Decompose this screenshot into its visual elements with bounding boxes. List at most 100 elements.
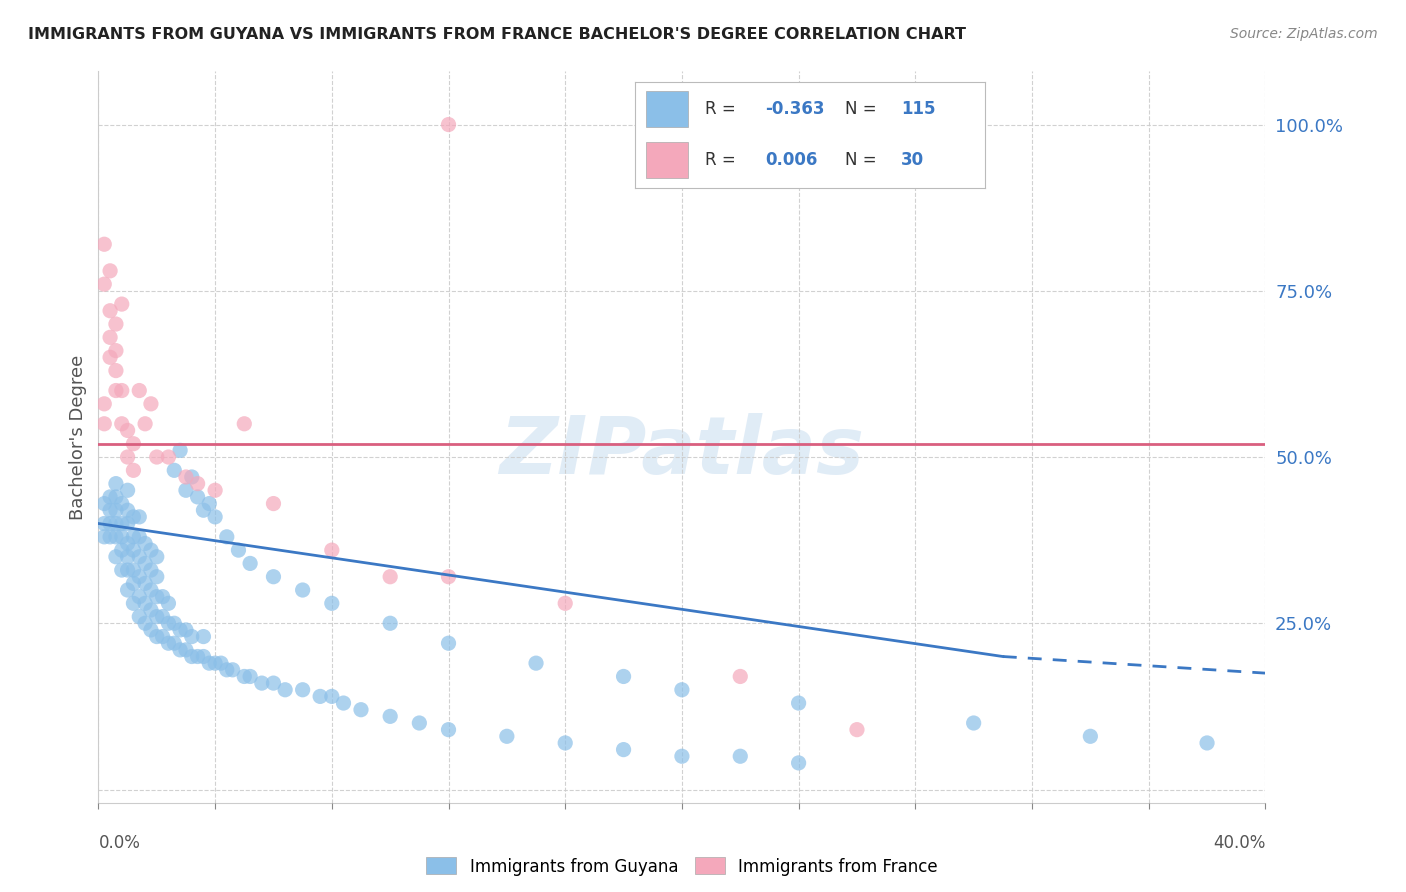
Point (845, 723, 868, 737)
Point (117, 483, 139, 498)
Point (139, 623, 162, 637)
Point (239, 669, 262, 683)
Point (146, 570, 169, 584)
Point (1195, 736, 1218, 750)
Point (262, 570, 284, 584)
Point (787, 696, 810, 710)
Text: 40.0%: 40.0% (1213, 834, 1265, 852)
Text: ZIPatlas: ZIPatlas (499, 413, 865, 491)
Point (98, 264, 121, 278)
Point (174, 470, 197, 484)
Point (146, 590, 169, 604)
Point (122, 563, 145, 577)
Point (215, 530, 238, 544)
Point (104, 363, 127, 377)
Point (93, 277, 115, 292)
Point (671, 749, 693, 764)
Point (98, 530, 121, 544)
Point (128, 384, 150, 398)
Point (98, 351, 121, 365)
Point (152, 590, 174, 604)
Point (174, 623, 197, 637)
Point (146, 630, 169, 644)
Point (139, 603, 162, 617)
Point (198, 497, 221, 511)
Point (378, 709, 402, 723)
Point (111, 417, 134, 431)
Point (321, 596, 343, 610)
Point (291, 682, 314, 697)
Point (111, 543, 134, 558)
Point (139, 582, 162, 597)
Point (187, 649, 209, 664)
Point (104, 384, 127, 398)
Point (962, 716, 984, 731)
Point (93, 397, 115, 411)
Point (524, 656, 547, 670)
Text: 0.0%: 0.0% (98, 834, 141, 852)
Point (152, 630, 174, 644)
Point (93, 530, 115, 544)
Point (321, 690, 343, 704)
Point (111, 530, 134, 544)
Point (117, 450, 139, 464)
Point (104, 549, 127, 564)
Point (157, 636, 180, 650)
Point (98, 330, 121, 344)
Point (134, 536, 156, 550)
Text: Source: ZipAtlas.com: Source: ZipAtlas.com (1230, 27, 1378, 41)
Point (728, 749, 751, 764)
Point (111, 563, 134, 577)
Point (139, 397, 162, 411)
Point (128, 530, 150, 544)
Point (198, 656, 221, 670)
Point (104, 343, 127, 358)
Point (146, 450, 169, 464)
Point (378, 616, 402, 631)
Legend: Immigrants from Guyana, Immigrants from France: Immigrants from Guyana, Immigrants from … (419, 851, 945, 882)
Point (139, 563, 162, 577)
Point (250, 676, 273, 690)
Point (437, 723, 460, 737)
Point (239, 557, 262, 571)
Point (146, 549, 169, 564)
Point (437, 118, 460, 132)
Point (215, 663, 238, 677)
Point (111, 384, 134, 398)
Point (204, 656, 226, 670)
Point (174, 483, 197, 498)
Point (1080, 729, 1102, 743)
Point (128, 570, 150, 584)
Point (146, 609, 169, 624)
Point (321, 543, 343, 558)
Point (93, 417, 115, 431)
Point (309, 690, 332, 704)
Y-axis label: Bachelor's Degree: Bachelor's Degree (69, 354, 87, 520)
Point (228, 543, 250, 558)
Point (221, 663, 243, 677)
Point (117, 503, 139, 517)
Point (157, 450, 180, 464)
Point (274, 682, 297, 697)
Point (187, 490, 209, 504)
Point (93, 497, 115, 511)
Point (262, 497, 284, 511)
Point (104, 503, 127, 517)
Point (169, 623, 191, 637)
Point (98, 303, 121, 318)
Point (134, 576, 156, 591)
Point (204, 509, 226, 524)
Point (554, 596, 576, 610)
Point (157, 616, 180, 631)
Point (437, 636, 460, 650)
Point (122, 509, 145, 524)
Point (209, 656, 232, 670)
Point (104, 516, 127, 531)
Point (233, 669, 256, 683)
Point (134, 557, 156, 571)
Point (262, 676, 284, 690)
Point (117, 536, 139, 550)
Point (98, 490, 121, 504)
Point (378, 570, 402, 584)
Point (134, 596, 156, 610)
